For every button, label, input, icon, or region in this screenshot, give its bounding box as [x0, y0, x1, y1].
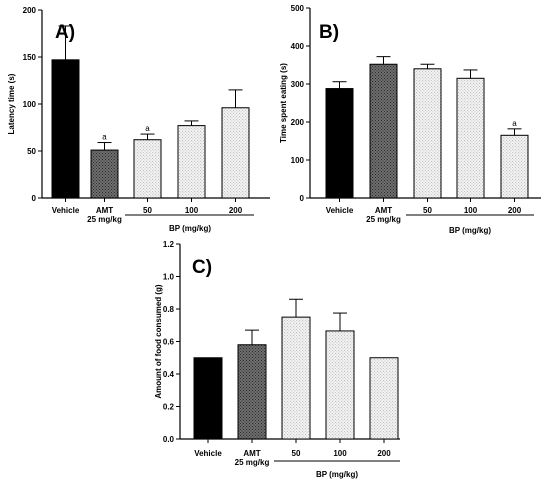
y-tick-label: 200: [291, 118, 305, 127]
bar-3: [456, 77, 485, 199]
group-label: BP (mg/kg): [449, 226, 491, 235]
x-tick-label: 50: [423, 206, 432, 215]
y-tick-label: 0: [300, 194, 305, 203]
group-label: BP (mg/kg): [316, 470, 358, 479]
panel-label: A): [55, 22, 75, 43]
bar-1: [237, 344, 267, 440]
y-tick-label: 100: [291, 156, 305, 165]
x-tick-sublabel: 25 mg/kg: [235, 458, 270, 467]
bar-2: [133, 139, 162, 199]
y-tick-label: 500: [291, 4, 305, 13]
x-tick-sublabel: 25 mg/kg: [366, 215, 401, 224]
bar-4: [221, 107, 250, 199]
y-tick-label: 50: [27, 147, 36, 156]
significance-marker: a: [102, 133, 107, 142]
x-tick-label: 50: [292, 449, 301, 458]
panel-label: B): [319, 22, 339, 43]
x-tick-label: Vehicle: [194, 449, 222, 458]
y-axis-label: Time spent eating (s): [279, 63, 288, 143]
panel-label: C): [192, 257, 212, 278]
chart-panel-b: 0 100 200 300 400 500 Time spent eating (s) Veh…: [279, 4, 541, 235]
group-label: BP (mg/kg): [169, 224, 211, 233]
x-tick-label: 100: [464, 206, 478, 215]
bar-4: [500, 134, 529, 199]
x-tick-label: 200: [508, 206, 522, 215]
y-tick-label: 0.4: [163, 370, 175, 379]
y-tick-label: 150: [23, 53, 37, 62]
bar-2: [281, 316, 311, 440]
bar-1: [90, 149, 119, 199]
x-tick-label: 200: [377, 449, 391, 458]
y-tick-label: 100: [23, 100, 37, 109]
significance-marker: a: [512, 119, 517, 128]
x-tick-sublabel: 25 mg/kg: [87, 215, 122, 224]
y-tick-label: 0.2: [163, 403, 175, 412]
x-tick-label: AMT: [96, 206, 113, 215]
bar-3: [325, 330, 355, 440]
x-tick-label: 100: [333, 449, 347, 458]
bar-1: [369, 63, 398, 199]
x-tick-label: Vehicle: [326, 206, 354, 215]
significance-marker: a: [145, 124, 150, 133]
x-tick-label: 200: [229, 206, 243, 215]
y-tick-label: 0.8: [163, 305, 175, 314]
x-tick-label: Vehicle: [52, 206, 80, 215]
chart-panel-c: 0.0 0.2 0.4 0.6 0.8 1.0 1.2 Amount of food cons…: [154, 240, 400, 479]
bar-3: [177, 125, 206, 199]
y-axis-label: Latency time (s): [7, 73, 16, 134]
y-tick-label: 200: [23, 6, 37, 15]
y-tick-label: 0: [32, 194, 37, 203]
y-axis-label: Amount of food consumed (g): [154, 284, 163, 399]
y-tick-label: 300: [291, 80, 305, 89]
y-tick-label: 0.0: [163, 435, 175, 444]
y-tick-label: 400: [291, 42, 305, 51]
y-tick-label: 0.6: [163, 338, 175, 347]
bar-0: [325, 88, 354, 199]
bar-0: [193, 357, 223, 440]
x-tick-label: 100: [185, 206, 199, 215]
y-tick-label: 1.2: [163, 240, 175, 249]
bar-2: [413, 68, 442, 199]
x-tick-label: 50: [143, 206, 152, 215]
bar-4: [369, 357, 399, 440]
x-tick-label: AMT: [375, 206, 392, 215]
bar-0: [51, 59, 80, 199]
x-tick-label: AMT: [243, 449, 260, 458]
y-tick-label: 1.0: [163, 273, 175, 282]
